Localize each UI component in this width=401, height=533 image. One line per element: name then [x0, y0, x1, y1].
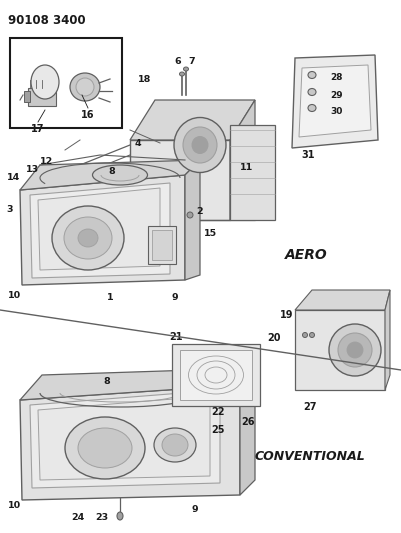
Ellipse shape — [192, 136, 208, 154]
Text: 6: 6 — [175, 58, 181, 67]
Ellipse shape — [117, 512, 123, 520]
Text: 29: 29 — [330, 91, 342, 100]
Text: 13: 13 — [25, 166, 38, 174]
Text: 24: 24 — [71, 513, 85, 522]
Text: 7: 7 — [189, 58, 195, 67]
Polygon shape — [20, 385, 240, 500]
Ellipse shape — [183, 127, 217, 163]
Text: 10: 10 — [8, 290, 20, 300]
Polygon shape — [20, 368, 255, 400]
Text: 30: 30 — [330, 107, 342, 116]
Text: 23: 23 — [95, 513, 109, 522]
Polygon shape — [30, 390, 220, 488]
Text: 2: 2 — [196, 206, 203, 215]
Text: 27: 27 — [303, 402, 317, 412]
Text: 8: 8 — [109, 166, 115, 175]
Ellipse shape — [78, 229, 98, 247]
Ellipse shape — [302, 333, 308, 337]
Text: CONVENTIONAL: CONVENTIONAL — [255, 450, 366, 463]
Bar — [10, 38, 122, 128]
Ellipse shape — [180, 72, 184, 76]
Text: 19: 19 — [280, 310, 294, 320]
Ellipse shape — [31, 65, 59, 99]
Text: 18: 18 — [138, 76, 152, 85]
Text: 22: 22 — [211, 407, 225, 417]
Text: 3: 3 — [7, 206, 13, 214]
Polygon shape — [38, 188, 160, 270]
Bar — [148, 226, 176, 264]
Text: 15: 15 — [203, 229, 217, 238]
Ellipse shape — [347, 342, 363, 358]
Ellipse shape — [308, 88, 316, 95]
Ellipse shape — [65, 417, 145, 479]
Bar — [24, 91, 30, 102]
Polygon shape — [20, 160, 200, 190]
Ellipse shape — [52, 206, 124, 270]
Ellipse shape — [184, 67, 188, 71]
Text: 8: 8 — [103, 377, 110, 386]
Text: 20: 20 — [267, 333, 281, 343]
Ellipse shape — [338, 333, 372, 367]
Ellipse shape — [174, 117, 226, 173]
Text: 11: 11 — [240, 164, 253, 173]
Bar — [152, 230, 172, 260]
Ellipse shape — [70, 73, 100, 101]
Ellipse shape — [162, 434, 188, 456]
Ellipse shape — [93, 165, 148, 185]
Text: 26: 26 — [241, 417, 255, 427]
Polygon shape — [299, 65, 371, 137]
Ellipse shape — [76, 78, 94, 96]
Bar — [130, 140, 230, 220]
Ellipse shape — [64, 217, 112, 259]
Text: AERO: AERO — [285, 248, 328, 262]
Text: 16: 16 — [81, 110, 95, 120]
Text: 21: 21 — [169, 332, 183, 342]
Ellipse shape — [78, 428, 132, 468]
Polygon shape — [295, 290, 390, 310]
Text: 31: 31 — [301, 150, 315, 160]
Text: 9: 9 — [192, 505, 198, 514]
Ellipse shape — [329, 324, 381, 376]
Text: 10: 10 — [8, 500, 20, 510]
Polygon shape — [385, 290, 390, 390]
Polygon shape — [185, 160, 200, 280]
Text: 5: 5 — [75, 247, 81, 256]
Text: 25: 25 — [211, 425, 225, 435]
Text: 90108 3400: 90108 3400 — [8, 14, 86, 27]
Text: 9: 9 — [172, 293, 178, 302]
Polygon shape — [292, 55, 378, 148]
Ellipse shape — [308, 71, 316, 78]
Ellipse shape — [310, 333, 314, 337]
Ellipse shape — [308, 104, 316, 111]
Polygon shape — [240, 368, 255, 495]
Polygon shape — [38, 396, 210, 480]
Polygon shape — [230, 100, 255, 220]
Bar — [295, 310, 385, 390]
Text: 14: 14 — [7, 174, 20, 182]
Text: 12: 12 — [41, 157, 54, 166]
Bar — [172, 344, 260, 406]
Text: 28: 28 — [330, 74, 342, 83]
Polygon shape — [130, 100, 255, 140]
Polygon shape — [30, 183, 170, 278]
Text: 17: 17 — [31, 124, 45, 134]
Bar — [230, 125, 275, 220]
Bar — [28, 88, 56, 106]
Ellipse shape — [187, 212, 193, 218]
Text: 4: 4 — [135, 139, 141, 148]
Text: 1: 1 — [107, 294, 113, 303]
Bar — [180, 350, 252, 400]
Ellipse shape — [154, 428, 196, 462]
Polygon shape — [20, 175, 185, 285]
